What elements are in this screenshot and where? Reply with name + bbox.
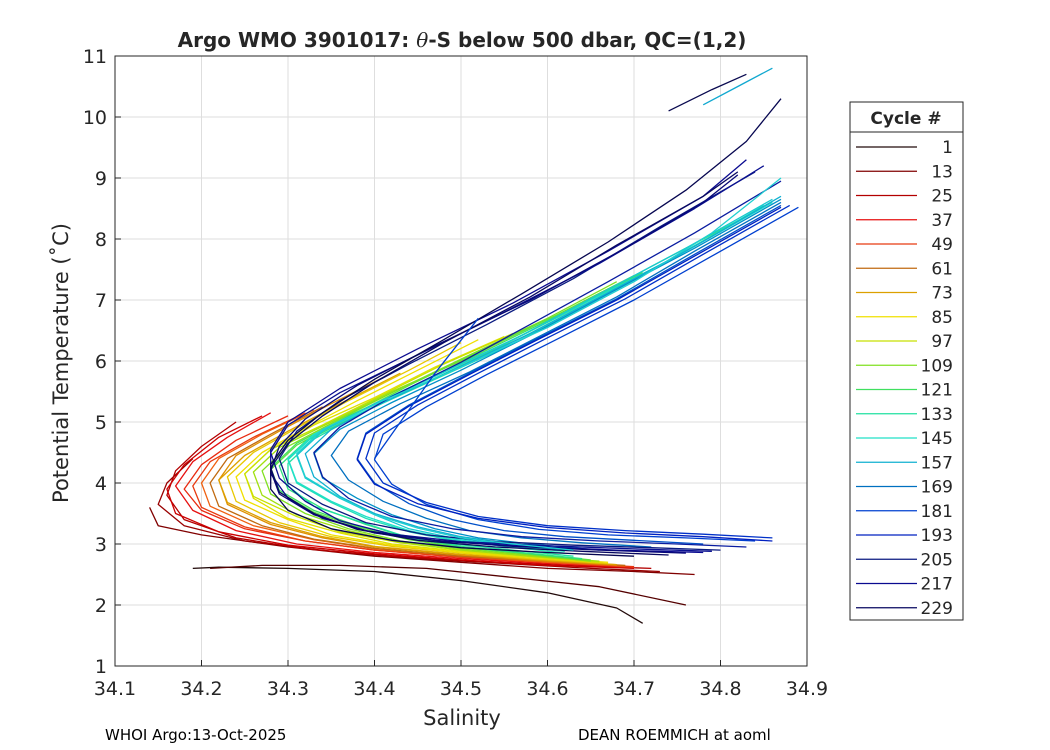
x-tick-label: 34.2	[180, 678, 222, 700]
x-tick-label: 34.8	[699, 678, 741, 700]
series-line-cycle-187	[365, 204, 791, 539]
y-tick-label: 4	[95, 473, 107, 495]
y-tick-label: 7	[95, 290, 107, 312]
x-tick-label: 34.6	[526, 678, 568, 700]
legend-entry-label: 109	[921, 356, 953, 376]
legend-entry-label: 1	[942, 138, 953, 158]
y-tick-label: 6	[95, 351, 107, 373]
y-axis-label: Potential Temperature (˚C)	[49, 223, 73, 503]
x-tick-label: 34.9	[786, 678, 828, 700]
series-line-cycle-85	[235, 339, 609, 563]
legend-entry-label: 121	[921, 381, 953, 401]
x-axis-ticks: 34.1 34.2 34.3 34.4 34.5 34.6 34.7 34.8 34.9	[94, 660, 828, 700]
y-tick-label: 11	[83, 46, 107, 68]
x-tick-label: 34.4	[353, 678, 395, 700]
legend-entry-label: 85	[931, 308, 953, 328]
x-tick-label: 34.3	[267, 678, 309, 700]
series-layer	[149, 67, 799, 624]
y-tick-label: 5	[95, 412, 107, 434]
series-line-cycle-109	[261, 281, 618, 562]
legend-entry-label: 61	[931, 259, 953, 279]
y-axis-ticks: 1 2 3 4 5 6 7 8 9 10 11	[83, 46, 121, 678]
series-line-cycle-150	[296, 177, 782, 551]
title-pre: Argo WMO 3901017:	[178, 28, 417, 52]
legend-entry-label: 13	[931, 162, 953, 182]
series-line-cycle-205	[278, 171, 756, 551]
series-line-cycle-91	[244, 336, 600, 563]
legend: Cycle # 1 13 25 37 49 61 73 85 97 109 121 133 145 157…	[849, 101, 964, 621]
legend-title: Cycle #	[870, 109, 941, 129]
series-line-cycle-157	[304, 195, 782, 550]
series-line-cycle-160	[702, 67, 773, 106]
series-line-cycle-193	[356, 206, 782, 542]
series-line-cycle-103	[252, 326, 600, 562]
y-tick-label: 1	[95, 656, 107, 678]
series-line-cycle-170	[668, 73, 747, 112]
series-line-cycle-13	[149, 507, 695, 576]
y-tick-label: 9	[95, 168, 107, 190]
plot-area: 34.1 34.2 34.3 34.4 34.5 34.6 34.7 34.8 34.9 1 2 3…	[83, 46, 828, 700]
legend-entries: 1 13 25 37 49 61 73 85 97 109 121 133 145 157 169 181 19…	[856, 138, 953, 619]
x-axis-label: Salinity	[423, 706, 501, 730]
series-line-cycle-37	[174, 412, 635, 568]
legend-entry-label: 217	[921, 575, 953, 595]
legend-entry-label: 145	[921, 429, 953, 449]
legend-entry-label: 25	[931, 187, 953, 207]
series-line-cycle-5	[210, 564, 687, 606]
legend-entry-label: 181	[921, 502, 953, 522]
x-tick-label: 34.7	[613, 678, 655, 700]
title-post: -S below 500 dbar, QC=(1,2)	[428, 28, 746, 52]
legend-box	[849, 101, 964, 621]
series-line-cycle-61	[209, 406, 626, 567]
legend-entry-label: 169	[921, 478, 953, 498]
series-line-cycle-181	[373, 206, 799, 542]
title-theta: θ	[416, 28, 428, 52]
footer-right-credit: DEAN ROEMMICH at aoml	[578, 726, 771, 744]
series-line-cycle-169	[330, 201, 782, 548]
footer-left-credit: WHOI Argo:13-Oct-2025	[105, 726, 287, 744]
legend-entry-label: 157	[921, 453, 953, 473]
x-tick-label: 34.1	[94, 678, 136, 700]
y-tick-label: 3	[95, 534, 107, 556]
y-tick-label: 2	[95, 595, 107, 617]
legend-entry-label: 205	[921, 550, 953, 570]
y-tick-label: 8	[95, 229, 107, 251]
legend-entry-label: 229	[921, 599, 953, 619]
legend-entry-label: 193	[921, 526, 953, 546]
y-tick-label: 10	[83, 107, 107, 129]
series-line-cycle-185	[373, 317, 479, 459]
chart-title: Argo WMO 3901017: θ-S below 500 dbar, QC…	[178, 28, 747, 52]
x-tick-label: 34.5	[440, 678, 482, 700]
series-line-cycle-233	[270, 98, 782, 557]
legend-entry-label: 97	[931, 332, 953, 352]
series-line-cycle-49	[192, 412, 635, 568]
series-line-cycle-31	[166, 415, 635, 570]
legend-entry-label: 73	[931, 284, 953, 304]
series-line-cycle-229	[270, 171, 739, 556]
legend-entry-label: 49	[931, 235, 953, 255]
series-line-cycle-73	[218, 372, 617, 566]
legend-entry-label: 133	[921, 405, 953, 425]
legend-entry-label: 37	[931, 211, 953, 231]
series-line-cycle-199	[313, 180, 782, 548]
